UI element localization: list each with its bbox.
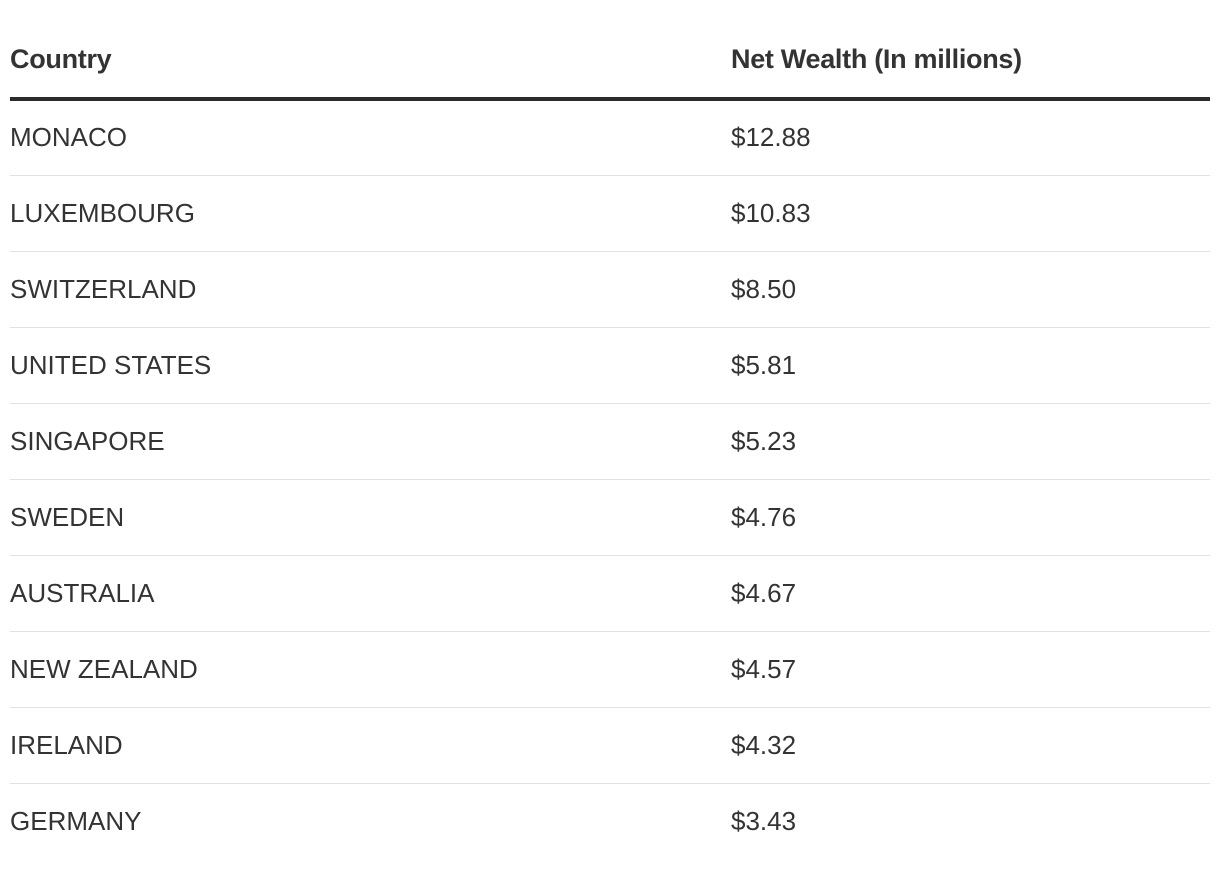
- net-wealth-cell: $4.67: [731, 555, 1210, 632]
- country-cell: GERMANY: [10, 805, 142, 836]
- net-wealth-cell: $8.50: [731, 251, 1210, 328]
- net-wealth-cell: $5.81: [731, 327, 1210, 404]
- net-wealth-cell: $4.32: [731, 707, 1210, 784]
- column-header-country: Country: [10, 0, 731, 101]
- net-wealth-cell: $5.23: [731, 403, 1210, 480]
- table-row: SINGAPORE $5.23: [10, 403, 1210, 480]
- net-wealth-cell: $12.88: [731, 99, 1210, 176]
- country-cell: MONACO: [10, 99, 731, 176]
- wealth-table: Country Net Wealth (In millions) MONACO …: [10, 0, 1210, 859]
- net-wealth-cell: $4.76: [731, 479, 1210, 556]
- country-cell: NEW ZEALAND: [10, 631, 731, 708]
- net-wealth-cell: $3.43: [731, 805, 797, 836]
- column-header-net-wealth: Net Wealth (In millions): [731, 0, 1210, 101]
- table-header: Country Net Wealth (In millions): [10, 0, 1210, 101]
- country-cell: UNITED STATES: [10, 327, 731, 404]
- table-row: UNITED STATES $5.81: [10, 327, 1210, 404]
- net-wealth-cell: $10.83: [731, 175, 1210, 252]
- table-row: SWITZERLAND $8.50: [10, 251, 1210, 328]
- country-cell: SINGAPORE: [10, 403, 731, 480]
- table-row: GERMANY $3.43: [10, 783, 1210, 859]
- table-row: NEW ZEALAND $4.57: [10, 631, 1210, 708]
- country-cell: LUXEMBOURG: [10, 175, 731, 252]
- wealth-table-container: Country Net Wealth (In millions) MONACO …: [10, 0, 1210, 859]
- country-cell: IRELAND: [10, 707, 731, 784]
- table-row: AUSTRALIA $4.67: [10, 555, 1210, 632]
- table-row: MONACO $12.88: [10, 99, 1210, 176]
- country-cell: SWEDEN: [10, 479, 731, 556]
- country-cell: AUSTRALIA: [10, 555, 731, 632]
- table-row: IRELAND $4.32: [10, 707, 1210, 784]
- country-cell: SWITZERLAND: [10, 251, 731, 328]
- table-body: MONACO $12.88 LUXEMBOURG $10.83 SWITZERL…: [10, 99, 1210, 859]
- table-row: LUXEMBOURG $10.83: [10, 175, 1210, 252]
- header-row: Country Net Wealth (In millions): [10, 0, 1210, 101]
- net-wealth-cell: $4.57: [731, 631, 1210, 708]
- table-row: SWEDEN $4.76: [10, 479, 1210, 556]
